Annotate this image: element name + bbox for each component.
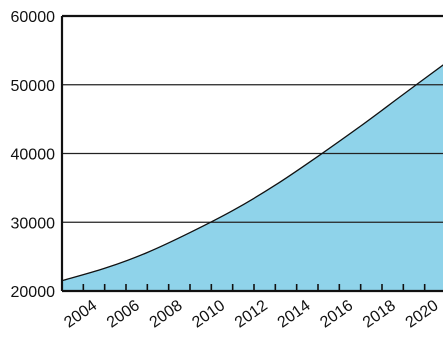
y-tick-label: 30000 <box>11 215 56 232</box>
y-tick-label: 20000 <box>11 284 56 301</box>
x-tick-label: 2018 <box>360 297 399 331</box>
x-tick-label: 2016 <box>317 297 356 331</box>
x-tick-label: 2004 <box>61 297 100 331</box>
x-tick-label: 2008 <box>147 297 186 331</box>
area-fill <box>62 65 443 291</box>
series-line <box>62 64 443 282</box>
y-tick-label: 60000 <box>11 9 56 26</box>
x-tick-label: 2020 <box>403 297 442 331</box>
y-tick-label: 50000 <box>11 78 56 95</box>
x-tick-label: 2012 <box>232 297 271 331</box>
x-tick-label: 2014 <box>275 297 314 331</box>
x-tick-label: 2006 <box>104 297 143 331</box>
x-tick-label: 2010 <box>189 297 228 331</box>
y-tick-label: 40000 <box>11 147 56 164</box>
